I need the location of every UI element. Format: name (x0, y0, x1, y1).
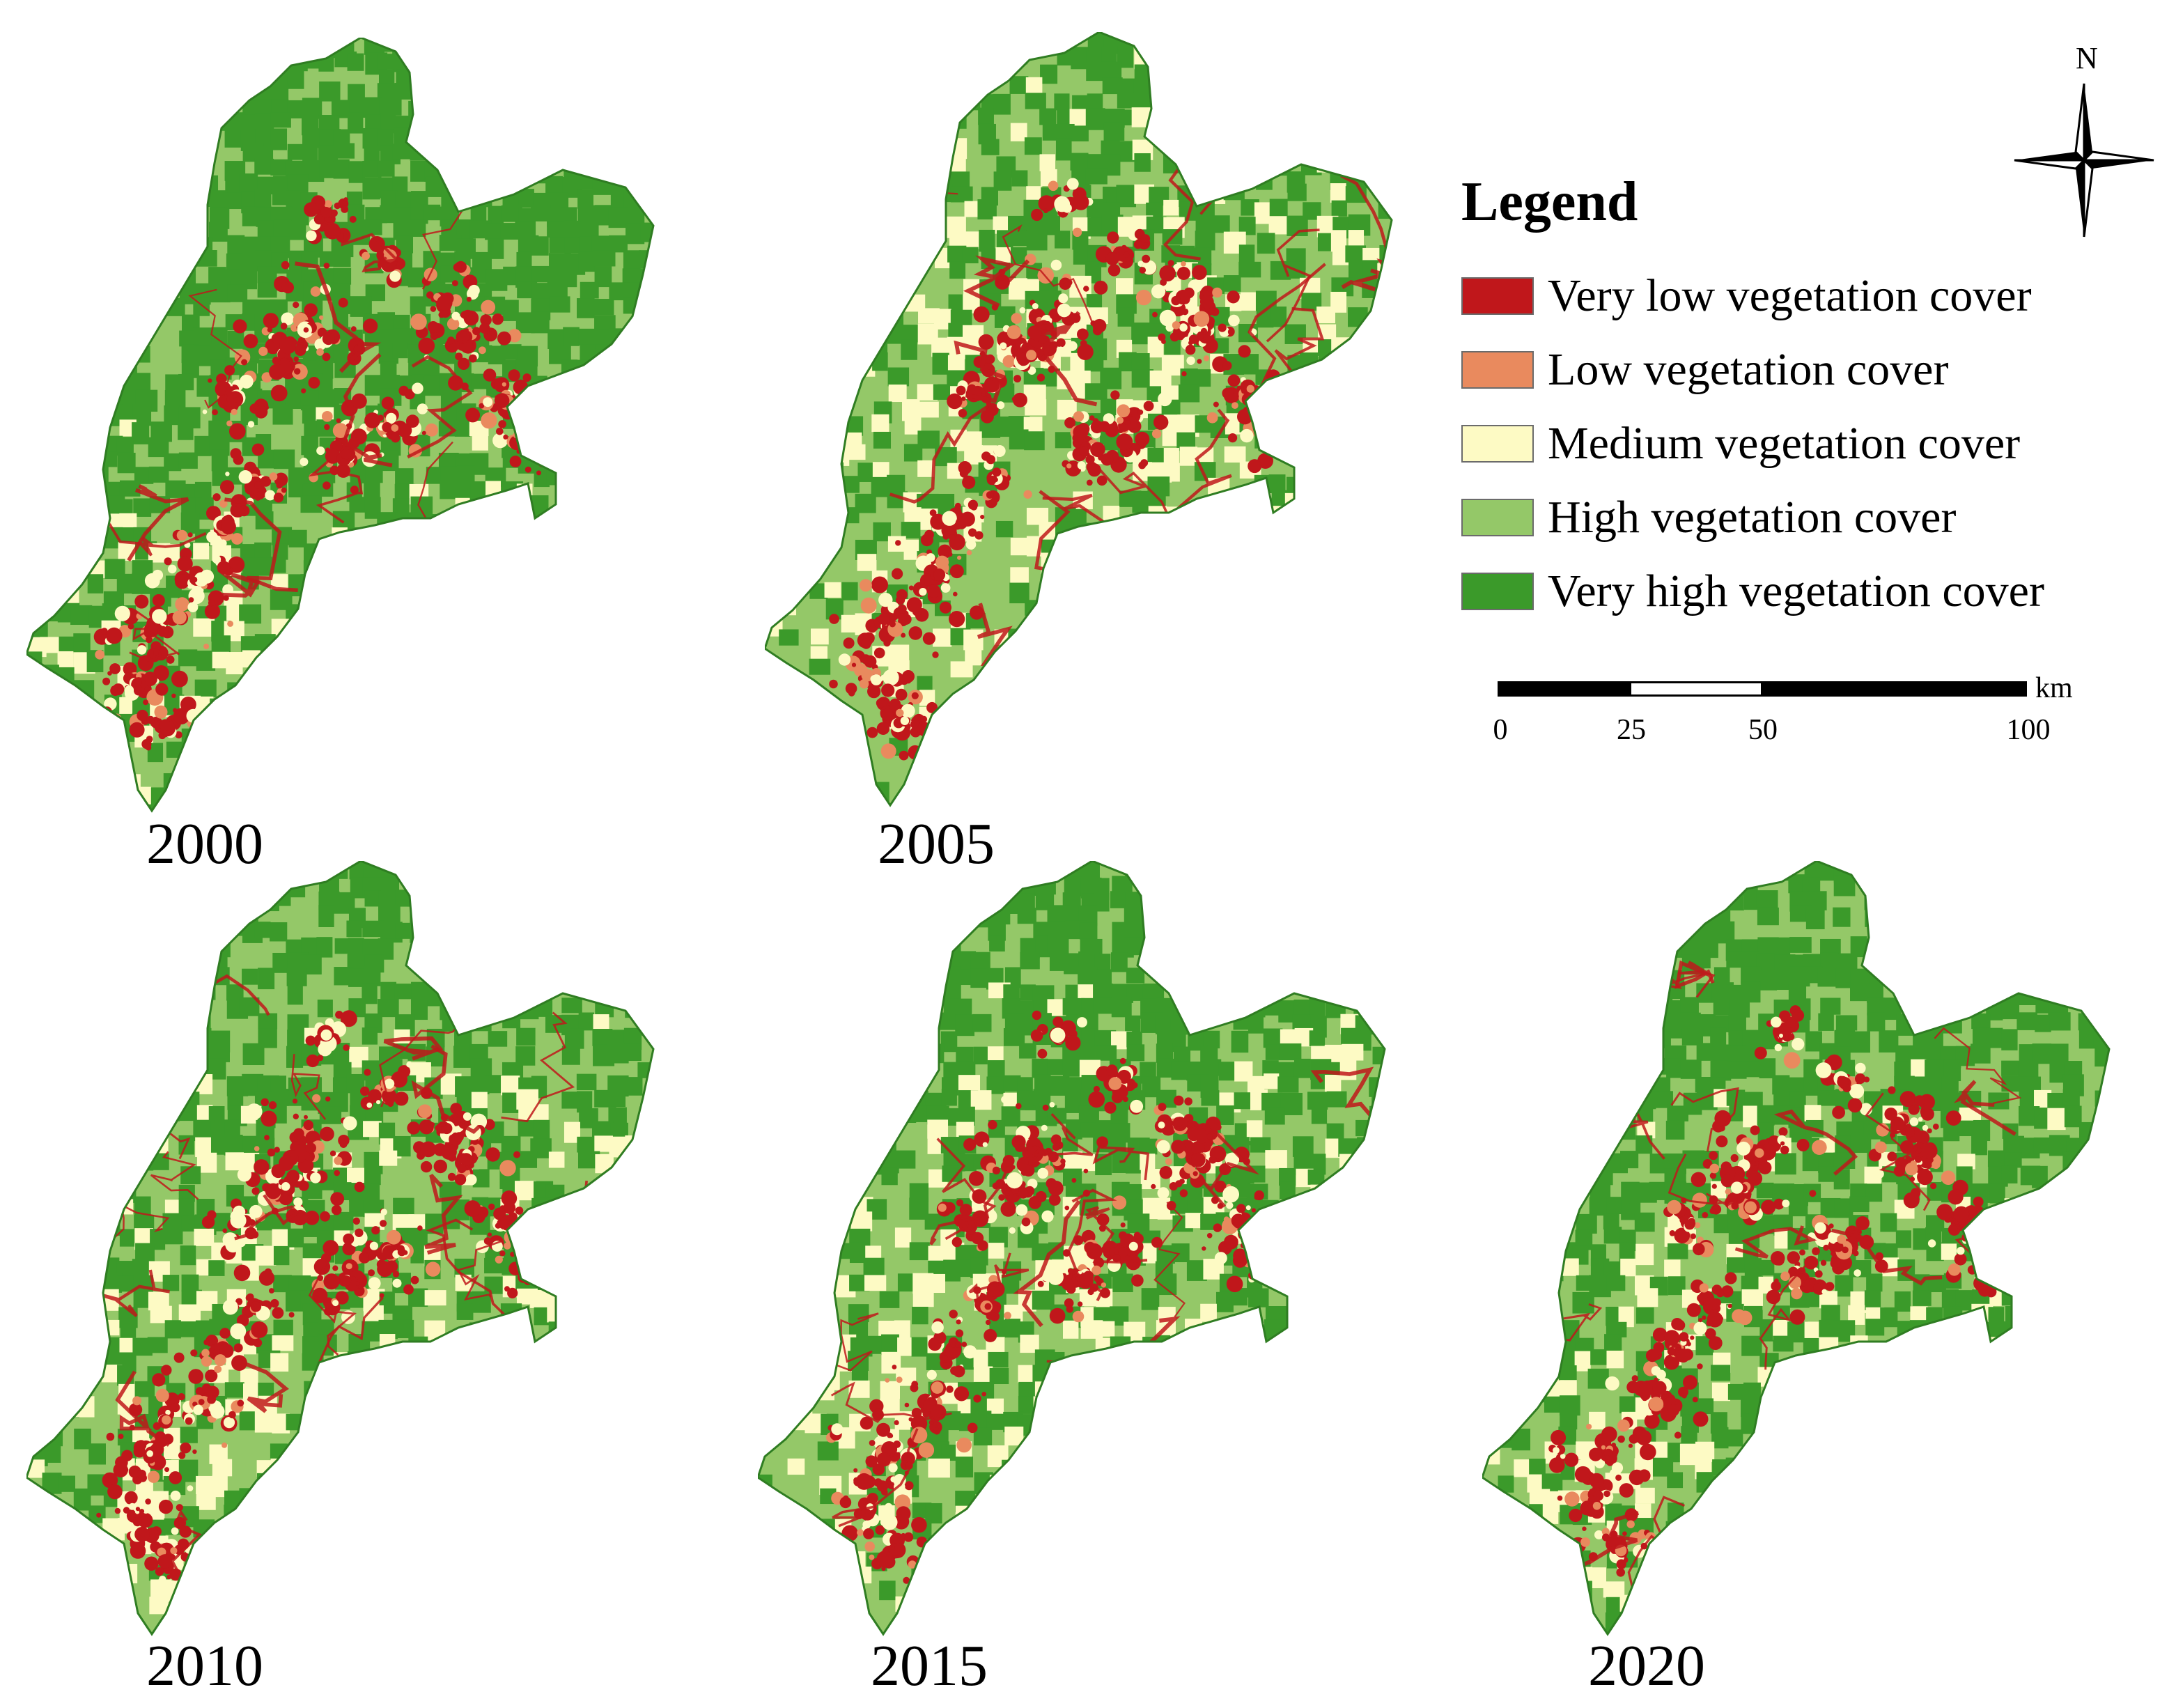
scale-bar-tick-25: 25 (1617, 714, 1646, 746)
region-map-2005 (765, 32, 1393, 807)
legend-swatch-very-low (1461, 277, 1534, 315)
legend-swatch-medium (1461, 425, 1534, 463)
region-map-2020 (1482, 861, 2111, 1636)
legend-label-low: Low vegetation cover (1548, 344, 1949, 395)
legend-item-medium: Medium vegetation cover (1461, 407, 2158, 481)
map-2015 (758, 861, 1413, 1641)
legend-swatch-high (1461, 499, 1534, 536)
legend-item-high: High vegetation cover (1461, 481, 2158, 554)
scale-bar: km 0 25 50 100 (1493, 672, 2083, 751)
north-label: N (2076, 41, 2098, 75)
legend-item-low: Low vegetation cover (1461, 333, 2158, 407)
scale-bar-segment-50-100 (1761, 681, 2027, 697)
legend-label-very-low: Very low vegetation cover (1548, 270, 2032, 321)
scale-bar-tick-50: 50 (1748, 714, 1778, 746)
legend: Legend Very low vegetation cover Low veg… (1461, 174, 2158, 628)
map-2010 (26, 861, 681, 1641)
map-2005 (765, 32, 1420, 812)
scale-bar-segment-25-50 (1629, 681, 1763, 697)
legend-label-very-high: Very high vegetation cover (1548, 566, 2044, 616)
region-map-2000 (26, 38, 655, 813)
scale-bar-unit: km (2035, 672, 2073, 704)
year-label-2020: 2020 (1588, 1633, 1705, 1698)
compass-rose-icon (2014, 83, 2154, 238)
year-label-2015: 2015 (871, 1633, 988, 1698)
legend-title: Legend (1461, 171, 1638, 233)
legend-item-very-high: Very high vegetation cover (1461, 554, 2158, 628)
legend-swatch-low (1461, 351, 1534, 389)
scale-bar-segment-0-25 (1498, 681, 1631, 697)
region-map-2010 (26, 861, 655, 1636)
scale-bar-tick-0: 0 (1493, 714, 1508, 746)
north-arrow: N (2007, 40, 2161, 242)
map-2020 (1482, 861, 2137, 1641)
year-label-2010: 2010 (146, 1633, 263, 1698)
legend-label-medium: Medium vegetation cover (1548, 418, 2021, 469)
legend-swatch-very-high (1461, 573, 1534, 610)
scale-bar-tick-100: 100 (2006, 714, 2051, 746)
map-2000 (26, 38, 681, 818)
legend-label-high: High vegetation cover (1548, 492, 1957, 543)
year-label-2005: 2005 (878, 812, 995, 876)
region-map-2015 (758, 861, 1386, 1636)
legend-item-very-low: Very low vegetation cover (1461, 259, 2158, 333)
year-label-2000: 2000 (146, 812, 263, 876)
